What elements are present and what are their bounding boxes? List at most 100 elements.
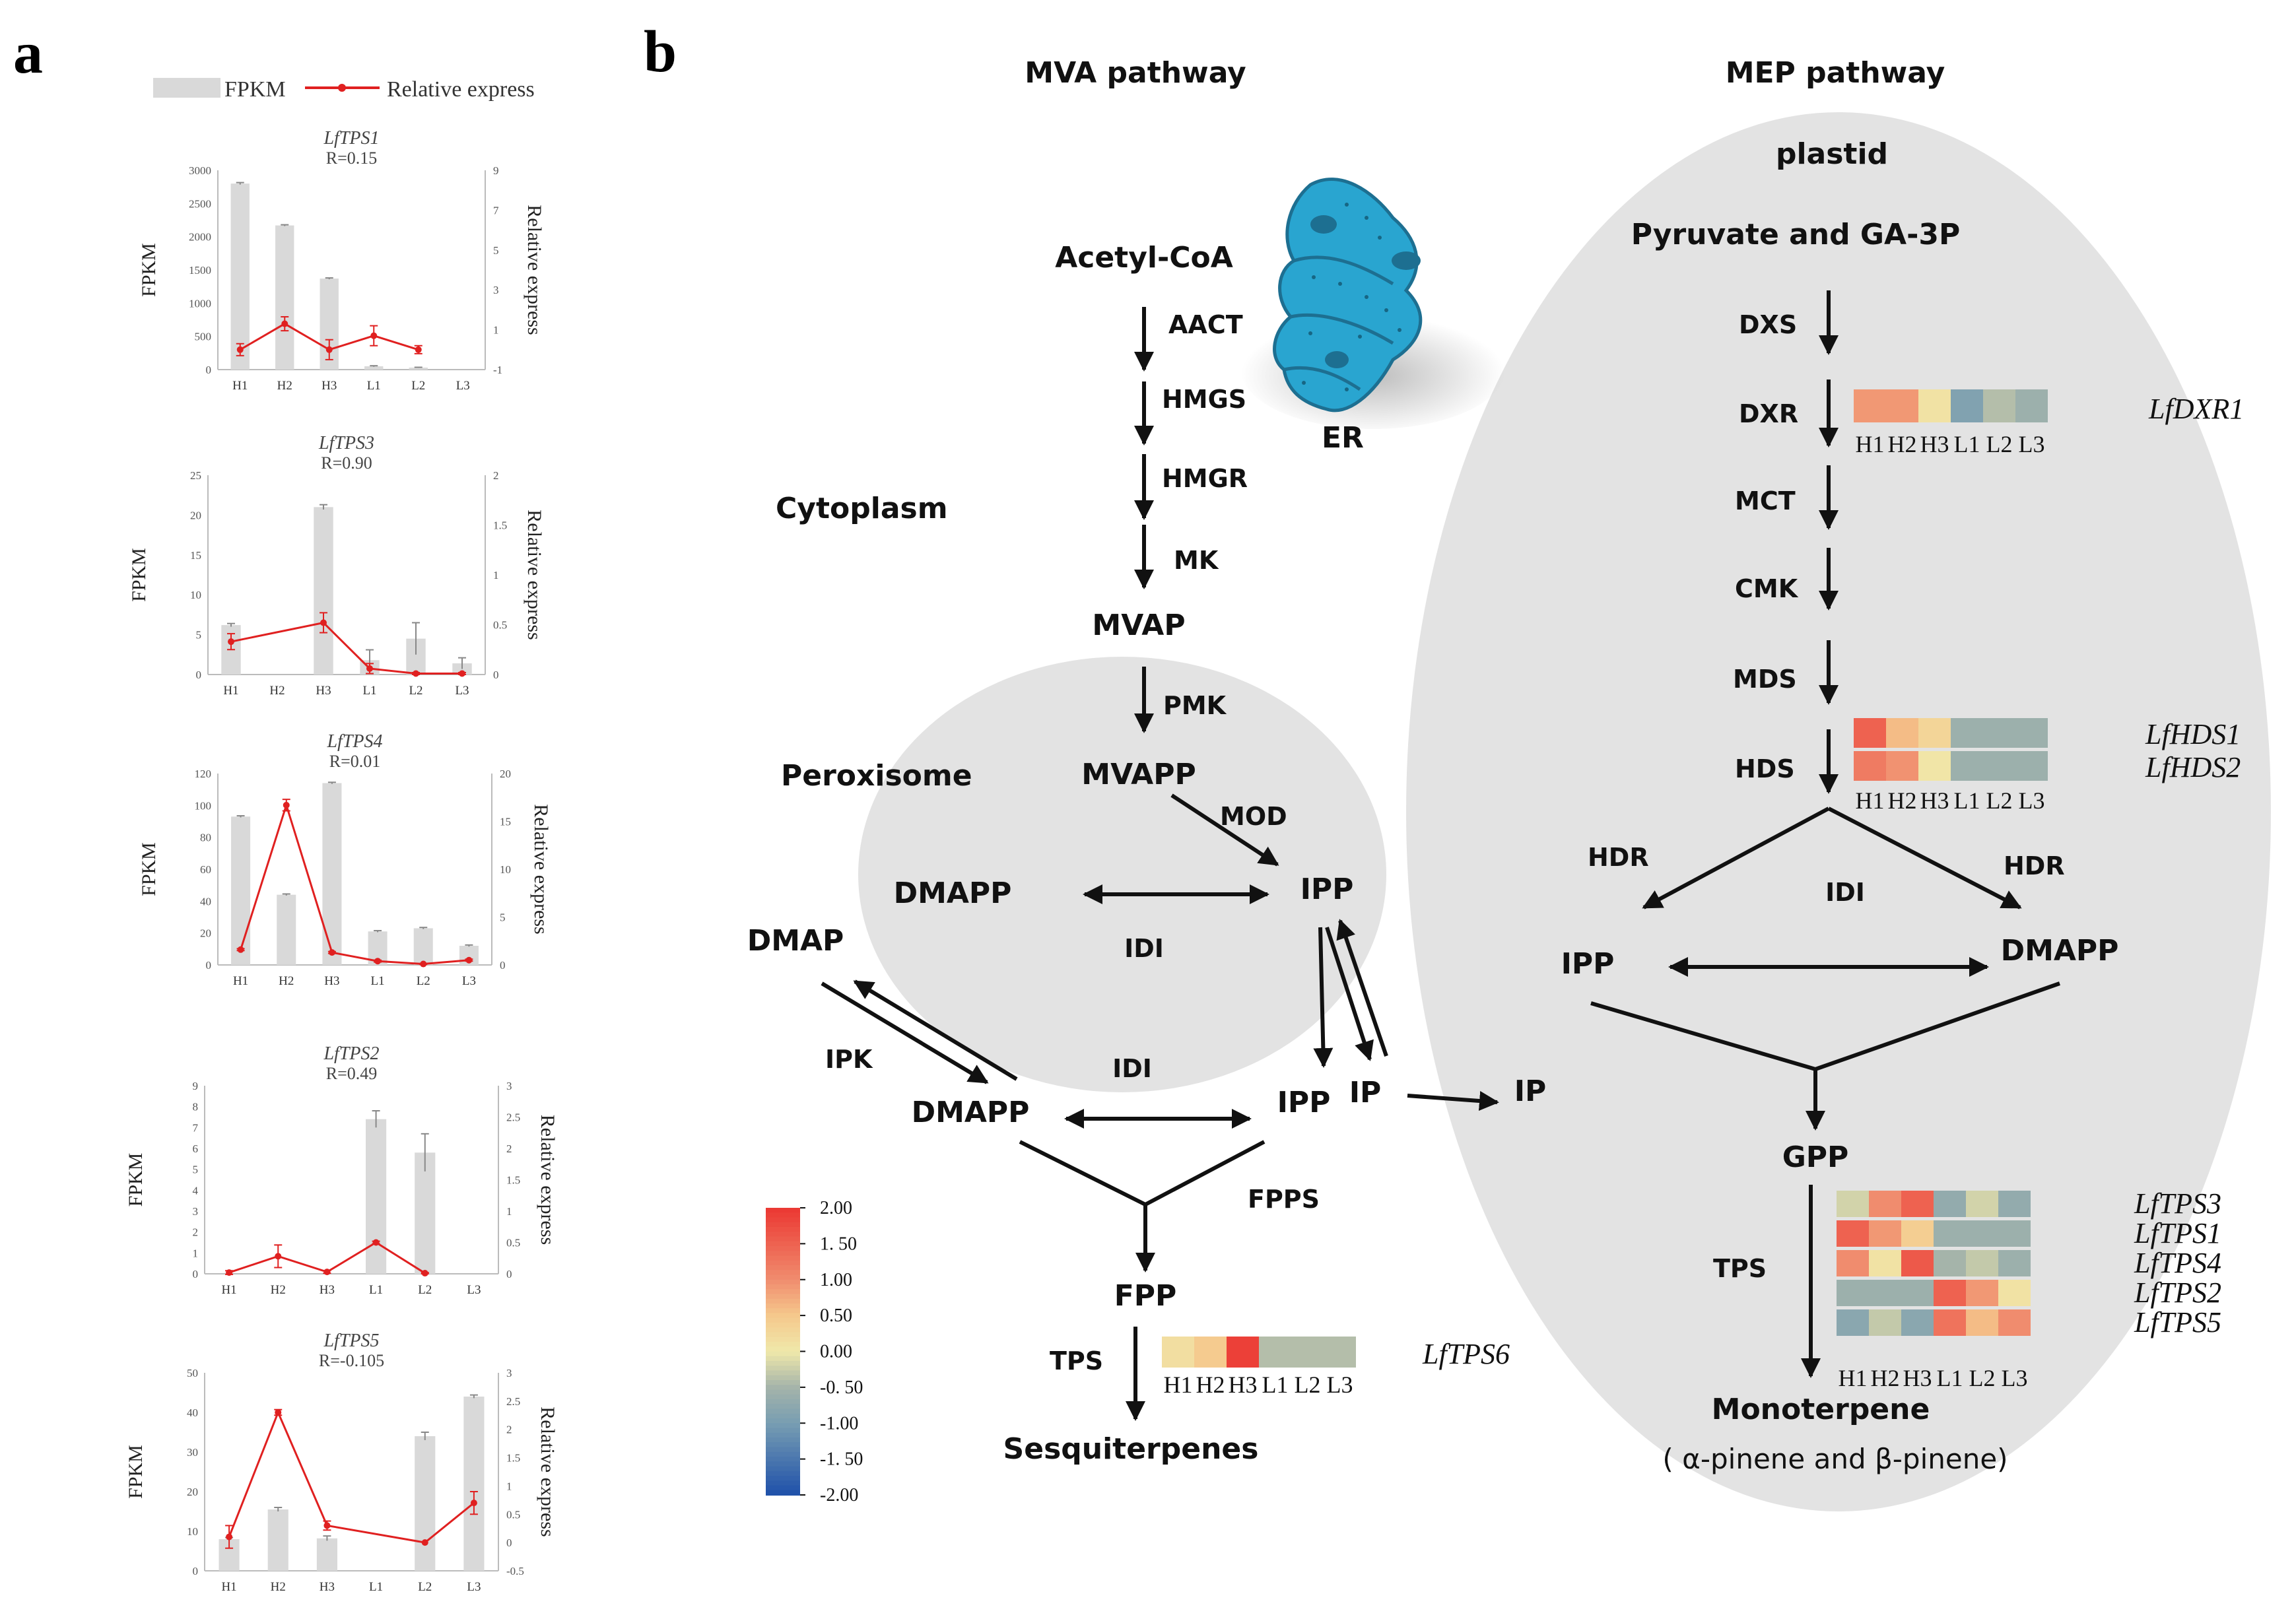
colorbar-segment: [766, 1428, 800, 1434]
left-tick-label: 1500: [189, 264, 211, 277]
left-tick-label: 9: [193, 1080, 199, 1092]
heatmap-cell-LfHDS2-H3: [1918, 751, 1951, 781]
enzyme-fpps: FPPS: [1248, 1185, 1320, 1214]
x-tick-label: H1: [221, 1580, 236, 1594]
x-tick-label: L1: [367, 379, 381, 393]
node-gpp: GPP: [1782, 1140, 1849, 1174]
x-tick-label: L3: [455, 684, 469, 698]
enzyme-hds: HDS: [1735, 754, 1795, 783]
colorbar-segment: [766, 1346, 800, 1352]
node-mvap: MVAP: [1092, 609, 1185, 642]
heatmap-gene-label: LfDXR1: [2148, 393, 2244, 425]
node-dmapp-peroxisome: DMAPP: [894, 876, 1012, 910]
heatmap-cell-LfTPS2-L2: [1966, 1280, 1998, 1306]
chart-correlation: R=0.90: [321, 453, 372, 473]
line-point-L3: [470, 1500, 477, 1507]
heatmap-cell-LfTPS1-L3: [1998, 1220, 2031, 1247]
x-tick-label: L3: [467, 1580, 481, 1594]
heatmap-cell-LfTPS4-L1: [1934, 1250, 1966, 1276]
left-tick-label: 40: [187, 1406, 198, 1419]
enzyme-pmk: PMK: [1163, 691, 1227, 720]
colorbar-segment: [766, 1447, 800, 1453]
left-tick-label: 30: [187, 1446, 198, 1459]
left-tick-label: 60: [200, 863, 211, 876]
line-point-L1: [374, 958, 382, 965]
heatmap-cell-LfHDS2-L3: [2015, 751, 2048, 781]
heatmap-gene-label: LfTPS6: [1422, 1338, 1510, 1370]
x-tick-label: H3: [320, 1580, 335, 1594]
heatmap-cell-LfTPS4-H3: [1901, 1250, 1934, 1276]
heatmap-cell-LfTPS6-H3: [1227, 1337, 1259, 1368]
heatmap-column-label: H2: [1196, 1371, 1225, 1398]
heatmap-tps_sesq: LfTPS6 H1 H2 H3 L1 L2 L3: [1162, 1337, 1510, 1398]
right-tick-label: 3: [506, 1367, 512, 1379]
chart-title: LfTPS5: [323, 1331, 379, 1351]
heatmap-cell-LfTPS3-L2: [1966, 1191, 1998, 1217]
y-left-label: FPKM: [128, 548, 150, 602]
enzyme-mct: MCT: [1735, 486, 1796, 515]
colorbar-segment: [766, 1251, 800, 1257]
heatmap-cell-LfTPS6-H2: [1194, 1337, 1227, 1368]
y-left-label: FPKM: [138, 243, 160, 297]
heatmap-cell-LfHDS1-L3: [2015, 718, 2048, 748]
heatmap-column-label: L2: [1969, 1365, 1996, 1391]
left-tick-label: 2500: [189, 197, 211, 210]
x-tick-label: H3: [316, 684, 331, 698]
heatmap-cell-LfTPS6-L1: [1259, 1337, 1291, 1368]
arrow-dmap-to-dmapp: [821, 981, 989, 1084]
bar-H3: [316, 1538, 337, 1571]
x-tick-label: H1: [221, 1283, 236, 1297]
x-tick-label: H3: [321, 379, 337, 393]
left-tick-label: 20: [190, 509, 201, 521]
colorbar-segment: [766, 1380, 800, 1386]
colorbar-segment: [766, 1308, 800, 1314]
node-mvapp: MVAPP: [1081, 758, 1196, 791]
relative-express-line: [240, 801, 469, 966]
arrow-ip-export: [1407, 1091, 1499, 1111]
line-point-L2: [413, 670, 419, 677]
heatmap-cell-LfTPS3-H3: [1901, 1191, 1934, 1217]
right-tick-label: 5: [493, 244, 499, 257]
enzyme-mds: MDS: [1733, 665, 1797, 694]
line-point-L1: [370, 332, 378, 339]
left-tick-label: 500: [195, 331, 212, 343]
heatmap-cell-LfTPS1-H2: [1869, 1220, 1901, 1247]
right-tick-label: 2: [493, 469, 499, 482]
right-tick-label: -0.5: [506, 1565, 524, 1577]
right-tick-label: 2.5: [506, 1395, 520, 1408]
heatmap-column-label: L3: [1327, 1371, 1353, 1398]
heatmap-cell-LfTPS1-H3: [1901, 1220, 1934, 1247]
heatmap-column-label: L1: [1937, 1365, 1963, 1391]
right-tick-label: 0.5: [506, 1237, 520, 1249]
node-acetyl-coa: Acetyl-CoA: [1055, 241, 1233, 275]
y-left-label: FPKM: [138, 842, 160, 896]
left-tick-label: 80: [200, 832, 211, 844]
line-point-H2: [281, 320, 288, 327]
colorbar-segment: [766, 1246, 800, 1252]
x-tick-label: L1: [371, 974, 385, 988]
heatmap-cell-LfTPS2-L1: [1934, 1280, 1966, 1306]
heatmap-cell-LfTPS3-L3: [1998, 1191, 2031, 1217]
colorbar-segment: [766, 1265, 800, 1271]
right-tick-label: 7: [493, 204, 499, 216]
colorbar-segment: [766, 1313, 800, 1319]
colorbar-segment: [766, 1470, 800, 1476]
colorbar-segment: [766, 1375, 800, 1381]
enzyme-tps-mono: TPS: [1713, 1254, 1767, 1283]
peroxisome-label: Peroxisome: [781, 759, 972, 793]
mva-header: MVA pathway: [1025, 56, 1246, 90]
x-tick-label: L2: [411, 379, 425, 393]
left-tick-label: 5: [196, 629, 202, 642]
left-tick-label: 1000: [189, 297, 211, 310]
x-tick-label: L2: [418, 1283, 432, 1297]
y-left-label: FPKM: [125, 1445, 147, 1499]
node-dmap: DMAP: [747, 924, 844, 958]
heatmap-gene-label: LfHDS1: [2145, 718, 2241, 750]
heatmap-gene-label: LfTPS5: [2134, 1306, 2221, 1338]
colorbar-segment: [766, 1476, 800, 1482]
colorbar-segment: [766, 1361, 800, 1367]
enzyme-dxs: DXS: [1739, 310, 1797, 339]
